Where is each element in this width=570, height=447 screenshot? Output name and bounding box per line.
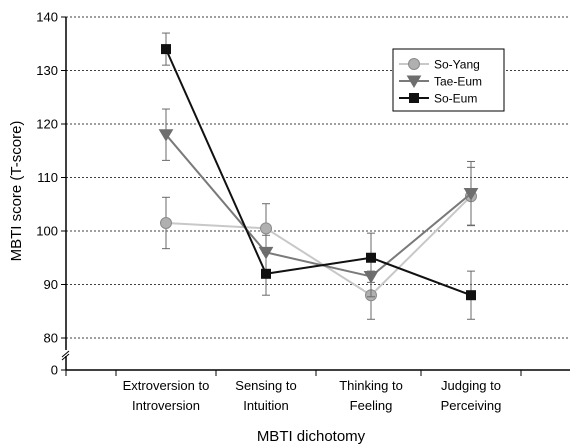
grid-lines	[66, 16, 570, 339]
data-point	[261, 268, 271, 279]
series-line	[165, 134, 472, 278]
legend-marker	[409, 93, 419, 103]
data-point	[466, 290, 476, 301]
data-point	[158, 129, 174, 142]
y-tick-label: 140	[36, 10, 58, 25]
data-point	[160, 216, 172, 229]
y-tick-label: 90	[44, 277, 58, 292]
legend-marker	[408, 58, 420, 70]
series-line	[165, 48, 472, 297]
data-point	[161, 44, 171, 55]
x-category-labels: Extroversion to Introversion Sensing to Int…	[123, 378, 502, 413]
series-so-yang	[160, 166, 477, 320]
x-category-label: Intuition	[243, 398, 289, 413]
y-tick-label: 110	[37, 170, 58, 185]
axis-break-mark	[61, 350, 70, 358]
y-tick-label: 80	[44, 331, 58, 346]
data-series	[158, 32, 479, 320]
axes	[61, 16, 570, 376]
axis-break-mark	[61, 353, 70, 361]
data-point	[463, 188, 479, 201]
y-tick-label: 0	[51, 363, 58, 378]
x-category-label: Thinking to	[339, 378, 403, 393]
series-tae-eum	[158, 108, 479, 298]
y-tick-label: 100	[36, 224, 58, 239]
data-point	[366, 252, 376, 263]
legend-label: Tae-Eum	[434, 75, 482, 89]
series-line	[165, 195, 472, 297]
x-category-label: Judging to	[441, 378, 501, 393]
y-tick-label: 130	[36, 63, 58, 78]
legend: So-Yang Tae-Eum So-Eum	[392, 48, 505, 112]
x-category-label: Perceiving	[441, 398, 502, 413]
x-category-label: Introversion	[132, 398, 200, 413]
x-category-label: Sensing to	[235, 378, 296, 393]
data-point	[260, 222, 272, 235]
legend-marker	[406, 75, 422, 88]
x-category-label: Extroversion to	[123, 378, 210, 393]
legend-label: So-Yang	[434, 58, 480, 72]
x-axis-title: MBTI dichotomy	[257, 428, 366, 445]
series-so-eum	[161, 32, 476, 320]
y-tick-label: 120	[36, 117, 58, 132]
y-tick-labels: 0 80 90 100 110 120 130 140	[36, 10, 58, 378]
x-category-label: Feeling	[350, 398, 393, 413]
legend-label: So-Eum	[434, 92, 477, 106]
y-axis-title: MBTI score (T-score)	[8, 121, 25, 262]
